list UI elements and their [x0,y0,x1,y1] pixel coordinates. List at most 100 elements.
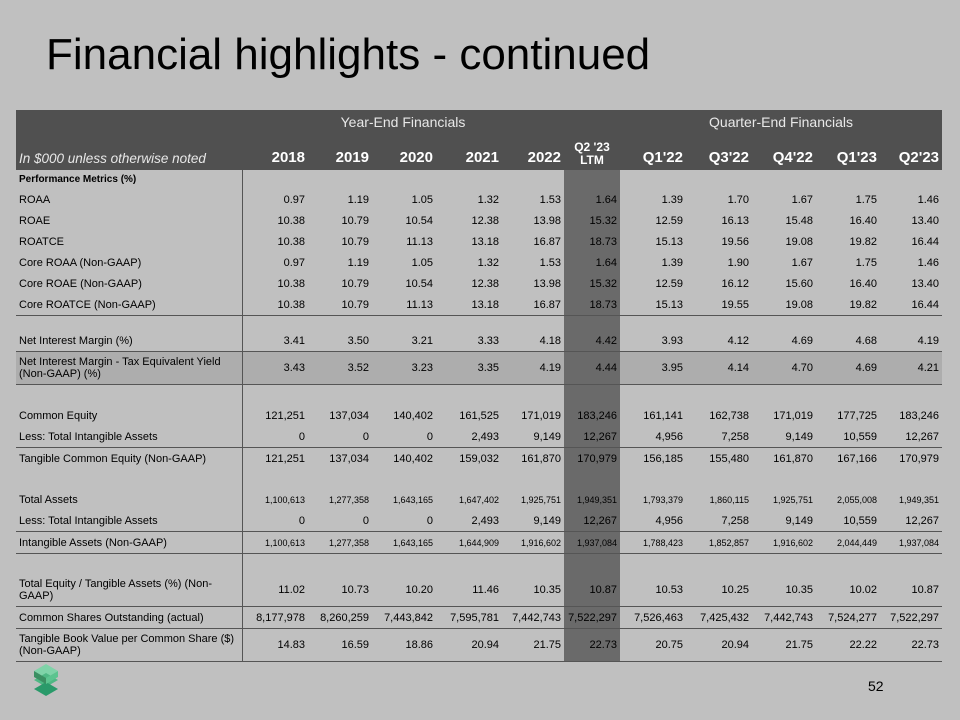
empty-cell [686,316,752,331]
value-cell: 12,267 [880,510,943,532]
value-cell: 1.53 [539,193,561,206]
empty-cell [436,469,502,489]
row-label: Less: Total Intangible Assets [16,510,243,532]
value-cell: 12,267 [880,426,943,448]
value-cell: 4.21 [880,351,943,385]
row-label: Core ROAE (Non-GAAP) [16,273,243,294]
row-label: Total Assets [16,489,243,510]
value-cell: 16.87 [502,294,564,316]
value-cell: 19.08 [785,235,813,248]
value-cell: 1,277,358 [328,494,369,505]
value-cell: 10.79 [341,277,369,290]
value-cell: 3.43 [242,351,308,385]
value-cell: 161,141 [643,409,683,422]
value-cell: 4.42 [564,330,620,352]
row-label: Total Equity / Tangible Assets (%) (Non-… [16,574,243,607]
value-cell: 2,493 [436,510,502,532]
value-cell: 161,525 [459,409,499,422]
empty-cell [16,553,243,574]
value-cell: 13.18 [436,294,502,316]
value-cell: 1.46 [917,256,940,269]
value-cell: 7,522,297 [880,606,943,629]
value-cell: 12.38 [471,214,499,227]
page-number: 52 [868,678,884,694]
value-cell: 171,019 [773,409,813,422]
row-label: Common Shares Outstanding (actual) [16,606,243,629]
value-cell: 15.60 [785,277,813,290]
empty-cell [372,316,436,331]
value-cell: 7,524,277 [816,606,880,629]
value-cell: 10.20 [372,574,436,607]
header-ltm-blank [564,110,620,133]
value-cell: 20.94 [686,628,752,662]
value-cell: 3.41 [283,334,305,347]
table-row: Tangible Book Value per Common Share ($)… [16,628,943,662]
value-cell: 19.82 [816,294,880,316]
empty-cell [372,469,436,489]
value-cell: 15.32 [564,273,620,294]
column-header: Q1'23 [816,133,880,170]
column-header: 2018 [242,133,308,170]
value-cell: 9,149 [502,510,564,532]
value-cell: 140,402 [393,452,433,465]
value-cell: 15.13 [620,294,686,316]
value-cell: 0 [242,510,308,532]
value-cell: 1.64 [564,252,620,273]
empty-cell [880,385,942,406]
value-cell: 15.13 [655,235,683,248]
page-title: Financial highlights - continued [46,30,651,79]
value-cell: 1.67 [791,256,813,269]
value-cell: 3.33 [477,334,499,347]
value-cell: 1.05 [411,256,433,269]
value-cell: 167,166 [837,452,877,465]
value-cell: 3.35 [436,351,502,385]
value-cell: 13.98 [533,277,561,290]
row-label: Net Interest Margin (%) [16,330,243,352]
value-cell: 0 [372,510,436,532]
empty-cell [752,469,816,489]
value-cell: 3.52 [308,351,372,385]
table-row: Common Equity 121,251 137,034 140,402 161,52… [16,405,942,426]
value-cell: 10.35 [752,574,816,607]
value-cell: 3.50 [347,334,369,347]
column-header: 2019 [308,133,372,170]
value-cell: 19.55 [686,294,752,316]
empty-cell [436,316,502,331]
empty-cell [564,170,620,189]
value-cell: 10.54 [405,277,433,290]
empty-cell [372,385,436,406]
value-cell: 4.70 [752,351,816,385]
empty-cell [686,469,752,489]
value-cell: 1.32 [477,256,499,269]
table-row: Core ROAA (Non-GAAP) 0.97 1.19 1.05 1.32 1.53… [16,252,942,273]
empty-cell [16,469,243,489]
value-cell: 1.19 [347,256,369,269]
table-row: Core ROATCE (Non-GAAP) 10.38 10.79 11.13 13.… [16,294,943,316]
row-label: Common Equity [16,405,243,426]
value-cell: 7,522,297 [564,606,620,629]
value-cell: 18.73 [564,294,620,316]
value-cell: 170,979 [899,452,940,465]
value-cell: 155,480 [709,452,749,465]
value-cell: 161,870 [521,452,561,465]
empty-cell [880,554,942,575]
empty-cell [564,469,620,489]
empty-cell [502,554,564,575]
value-cell: 18.86 [372,628,436,662]
value-cell: 12,267 [564,426,620,448]
value-cell: 18.73 [564,231,620,252]
value-cell: 8,260,259 [308,606,372,629]
empty-cell [242,385,308,406]
value-cell: 1,788,423 [620,531,686,554]
value-cell: 121,251 [265,409,305,422]
table-row: Core ROAE (Non-GAAP) 10.38 10.79 10.54 12.38… [16,273,942,294]
value-cell: 21.75 [502,628,564,662]
empty-cell [752,554,816,575]
value-cell: 10.38 [277,277,305,290]
empty-cell [880,316,942,331]
table-row: ROATCE 10.38 10.79 11.13 13.18 16.87 18.73 15.1… [16,231,942,252]
value-cell: 16.12 [721,277,749,290]
empty-cell [620,385,686,406]
empty-cell [16,315,243,330]
value-cell: 16.87 [533,235,561,248]
